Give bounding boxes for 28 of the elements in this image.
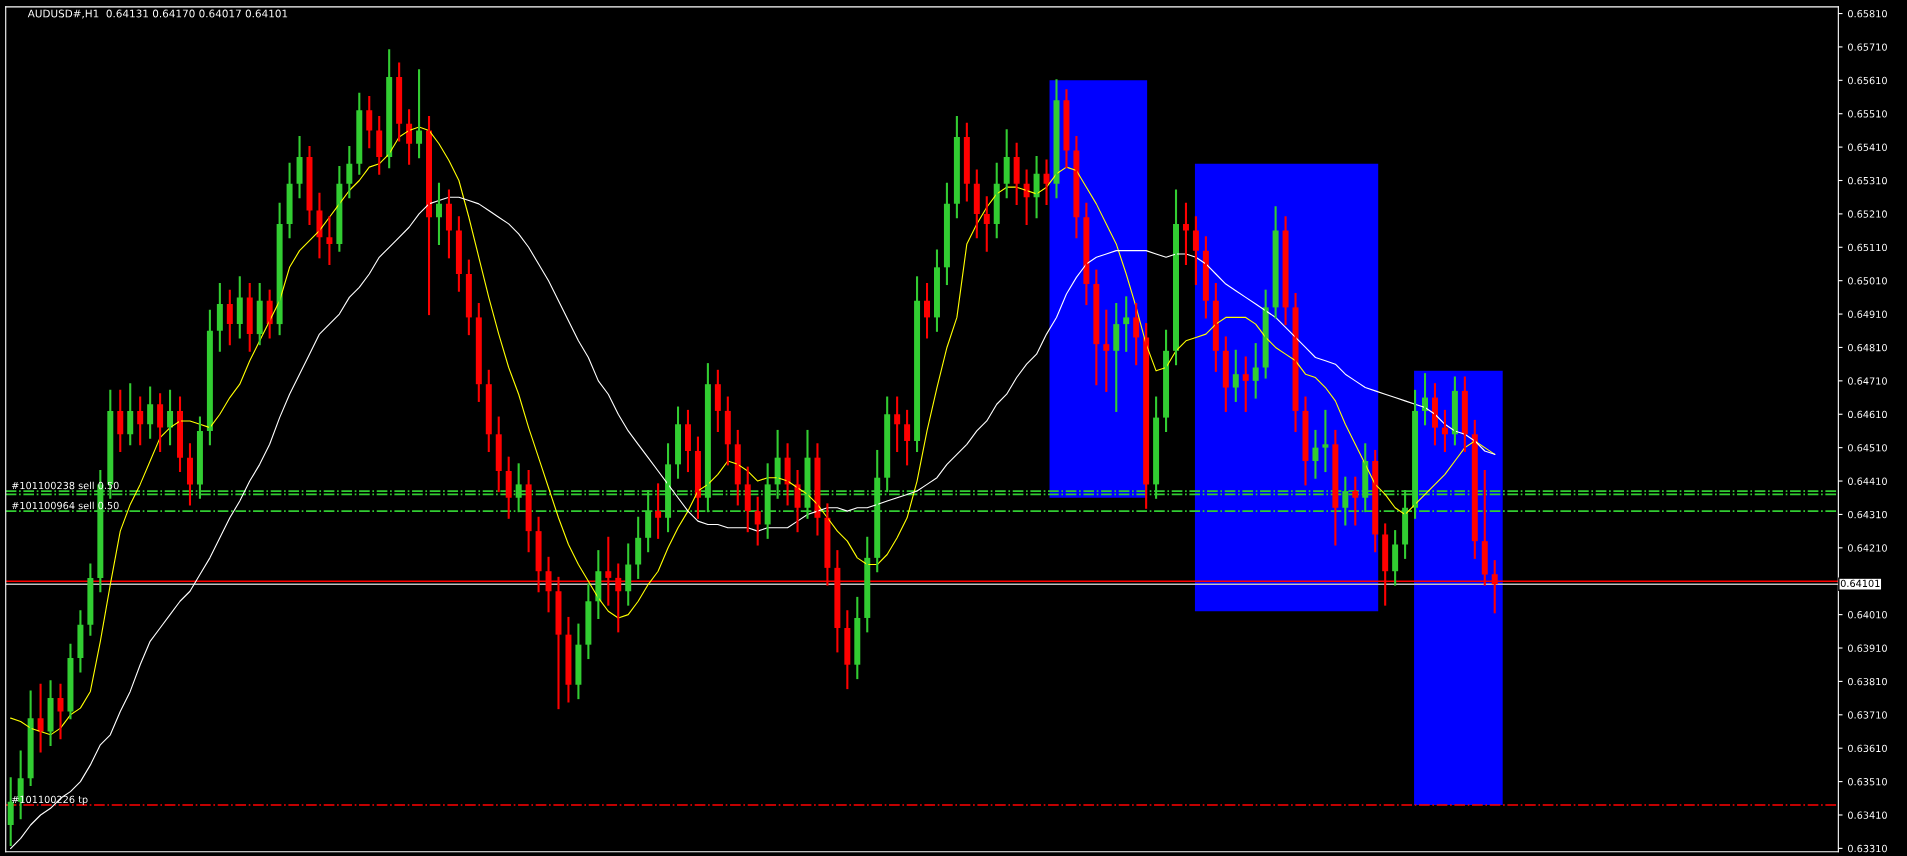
y-tick-label: 0.64710 [1848, 377, 1887, 385]
y-tick-label: 0.63410 [1848, 811, 1887, 819]
y-tick-label: 0.65410 [1848, 143, 1887, 151]
y-tick-label: 0.63710 [1848, 711, 1887, 719]
line-series [10, 196, 1496, 849]
y-tick-label: 0.64310 [1848, 510, 1887, 519]
y-tick-label: 0.65110 [1848, 243, 1887, 252]
y-tick-label: 0.65510 [1848, 110, 1887, 118]
y-tick-label: 0.64610 [1848, 410, 1887, 419]
y-tick-label: 0.64010 [1848, 611, 1887, 619]
y-tick-label: 0.65210 [1848, 210, 1887, 218]
y-tick-label: 0.65610 [1848, 76, 1887, 85]
y-tick-label: 0.64910 [1848, 310, 1887, 318]
y-tick-label: 0.64510 [1848, 444, 1887, 452]
ref-line-label: 0.64101 [1840, 579, 1880, 588]
chart-title: AUDUSD#,H1 0.64131 0.64170 0.64017 0.64101 [27, 9, 288, 19]
y-tick-label: 0.63310 [1848, 844, 1887, 853]
y-tick-label: 0.63810 [1848, 677, 1887, 686]
y-tick-label: 0.64210 [1848, 544, 1887, 552]
y-tick-label: 0.63910 [1848, 644, 1887, 652]
y-tick-label: 0.65010 [1848, 277, 1887, 285]
y-tick-label: 0.65310 [1848, 176, 1887, 185]
y-tick-label: 0.63510 [1848, 778, 1887, 786]
y-tick-label: 0.63610 [1848, 744, 1887, 753]
y-tick-label: 0.65810 [1848, 10, 1887, 18]
y-tick-label: 0.64810 [1848, 343, 1887, 352]
y-tick-label: 0.65710 [1848, 43, 1887, 51]
y-tick-label: 0.64410 [1848, 477, 1887, 485]
